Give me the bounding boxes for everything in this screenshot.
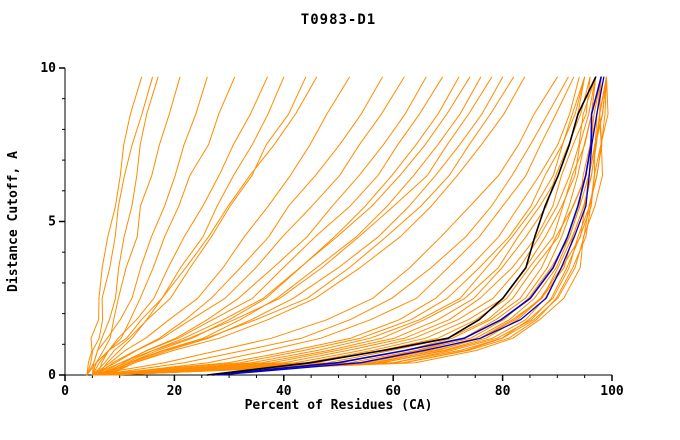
y-tick-label: 5: [48, 215, 56, 230]
curve-model-02: [86, 76, 153, 376]
curve-model-46: [102, 76, 607, 376]
x-tick-label: 100: [600, 384, 624, 399]
curve-model-45: [113, 76, 607, 376]
curve-model-05: [86, 76, 208, 376]
curve-model-22: [102, 76, 525, 376]
curve-model-26: [91, 76, 580, 376]
curve-model-21: [97, 76, 514, 376]
x-tick-label: 0: [61, 384, 69, 399]
curve-model-04: [91, 76, 181, 376]
x-tick-label: 40: [276, 384, 292, 399]
curve-model-40: [97, 76, 597, 376]
curve-model-06: [97, 76, 236, 376]
curve-model-23: [91, 76, 558, 376]
y-tick-label: 0: [48, 368, 56, 383]
curve-model-24: [97, 76, 569, 376]
curve-model-32: [108, 76, 602, 376]
curve-model-41: [108, 76, 597, 376]
curve-model-29: [102, 76, 597, 376]
x-axis-label: Percent of Residues (CA): [244, 398, 433, 413]
curve-model-19: [91, 76, 493, 376]
curve-model-34: [102, 76, 607, 376]
curve-model-20: [108, 76, 504, 376]
x-tick-label: 20: [167, 384, 183, 399]
curve-model-36: [97, 76, 609, 376]
curve-highlight-blue-1: [211, 76, 602, 376]
curve-model-39: [102, 76, 602, 376]
curve-model-47: [108, 76, 607, 376]
curve-model-16: [108, 76, 460, 376]
curve-model-08: [97, 76, 285, 376]
y-tick-label: 10: [40, 61, 56, 76]
curve-model-09: [91, 76, 307, 376]
curve-model-42: [91, 76, 591, 376]
curve-highlight-blue-2: [217, 76, 605, 376]
curve-model-37: [108, 76, 607, 376]
chart-title: T0983-D1: [300, 12, 377, 28]
curve-model-18: [102, 76, 482, 376]
curve-model-15: [97, 76, 443, 376]
curve-highlight-black: [206, 76, 597, 376]
curve-model-13: [91, 76, 405, 376]
curve-model-44: [97, 76, 586, 376]
curve-model-11: [91, 76, 350, 376]
curve-model-25: [102, 76, 575, 376]
x-tick-label: 60: [385, 384, 401, 399]
x-tick-label: 80: [495, 384, 511, 399]
curve-model-10: [86, 76, 318, 376]
curve-model-01: [86, 76, 143, 376]
curve-model-14: [102, 76, 427, 376]
